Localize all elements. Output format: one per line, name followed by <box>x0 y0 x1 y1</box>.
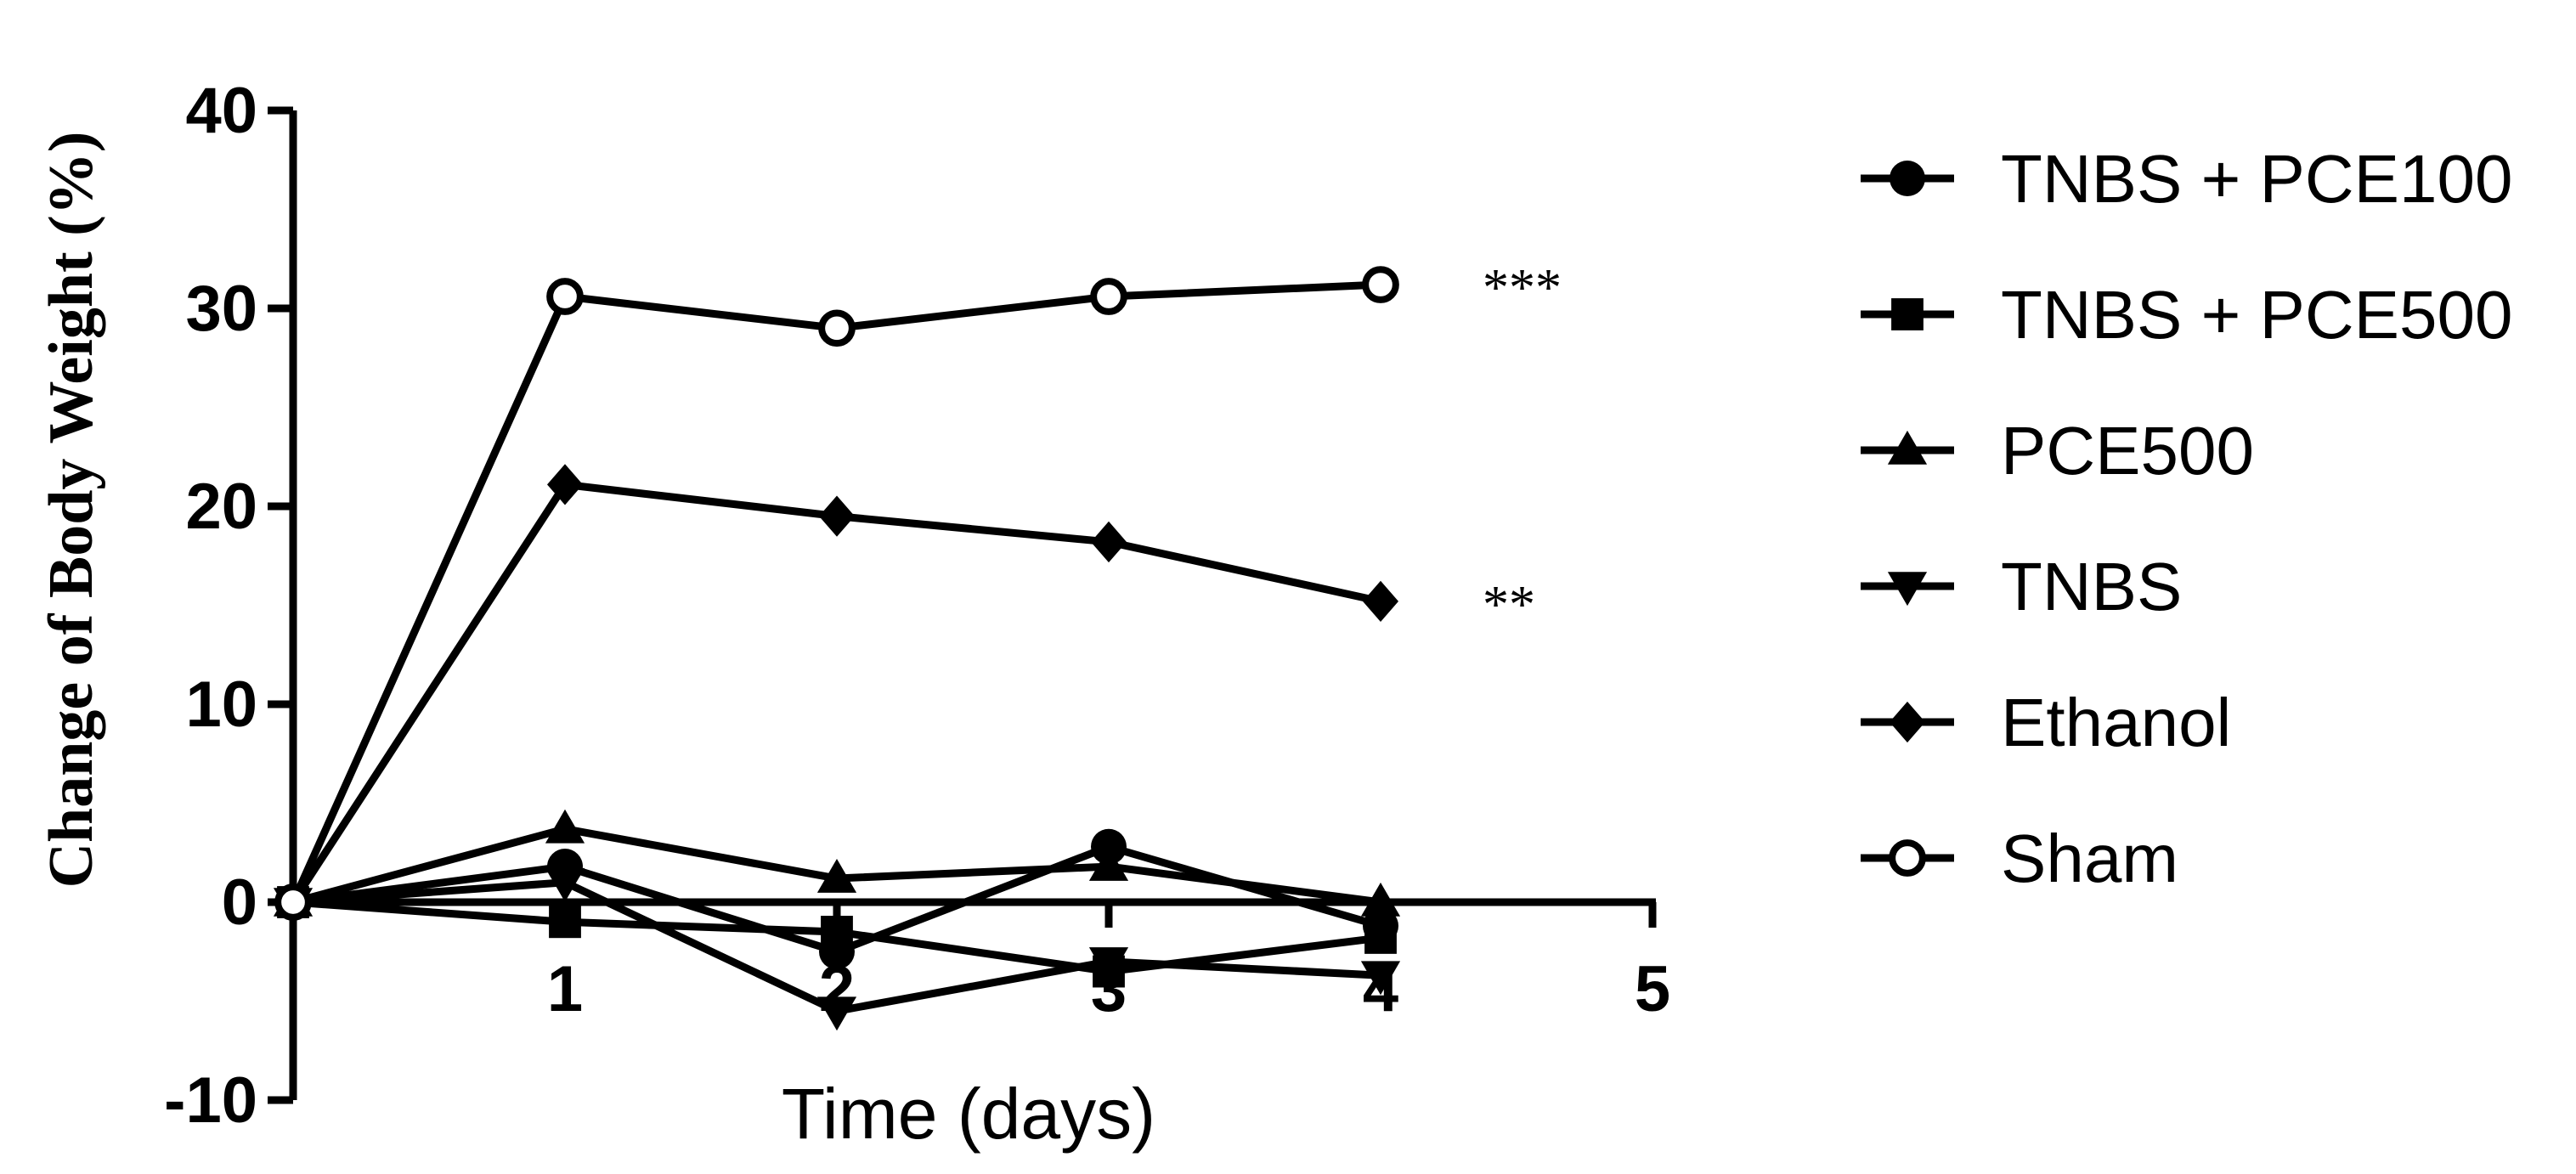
y-tick-label: 0 <box>222 866 257 939</box>
data-point-triangle-up <box>545 809 585 844</box>
legend-item: Ethanol <box>1861 685 2231 760</box>
data-point-filled-square <box>549 906 581 939</box>
legend-label: TNBS <box>2001 549 2182 624</box>
series-ethanol <box>275 464 1398 923</box>
y-tick-label: 40 <box>185 75 257 147</box>
data-point-triangle-up <box>1887 430 1928 465</box>
series-tnbs <box>273 867 1401 1031</box>
legend-label: TNBS + PCE500 <box>2001 277 2513 353</box>
x-axis-label: Time (days) <box>782 1074 1155 1154</box>
data-point-filled-square <box>821 916 853 948</box>
data-point-open-circle <box>1362 266 1399 303</box>
axes: -1001020304012345 <box>164 75 1670 1137</box>
data-point-triangle-up <box>1360 882 1401 917</box>
legend-label: TNBS + PCE100 <box>2001 141 2513 217</box>
data-point-filled-square <box>1364 922 1397 954</box>
legend-item: TNBS + PCE500 <box>1861 277 2513 353</box>
data-point-open-circle <box>546 278 584 315</box>
legend-label: PCE500 <box>2001 413 2254 488</box>
data-point-diamond <box>1890 701 1925 743</box>
data-point-diamond <box>1091 521 1127 563</box>
significance-annotation: *** <box>1483 259 1562 317</box>
data-point-filled-square <box>1891 298 1924 330</box>
data-point-open-circle <box>818 309 856 347</box>
legend-label: Ethanol <box>2001 685 2231 760</box>
series-line <box>289 280 1381 904</box>
legend-item: PCE500 <box>1861 413 2254 488</box>
data-point-triangle-down <box>1088 947 1129 981</box>
significance-annotation: ** <box>1483 576 1535 634</box>
data-point-triangle-down <box>1360 961 1401 996</box>
data-point-triangle-up <box>1088 846 1129 881</box>
y-tick-label: 30 <box>185 273 257 345</box>
data-point-triangle-down <box>1887 572 1928 607</box>
x-tick-label: 5 <box>1635 953 1670 1025</box>
y-axis-label: Change of Body Weight (%) <box>37 132 106 889</box>
x-tick-label: 1 <box>547 953 583 1025</box>
legend-item: Sham <box>1861 821 2178 896</box>
data-point-filled-circle <box>1091 828 1127 865</box>
data-point-triangle-down <box>816 996 857 1031</box>
data-point-diamond <box>819 495 855 537</box>
series-sham <box>274 266 1399 921</box>
y-tick-label: -10 <box>164 1064 257 1137</box>
legend-item: TNBS + PCE100 <box>1861 141 2513 217</box>
plot-area: ***** <box>273 259 1562 1031</box>
data-point-triangle-up <box>816 858 857 893</box>
data-point-diamond <box>1363 580 1398 622</box>
legend: TNBS + PCE100 TNBS + PCE500 PCE500 TNBS Etha… <box>1861 141 2513 896</box>
legend-label: Sham <box>2001 821 2178 896</box>
legend-item: TNBS <box>1861 549 2182 624</box>
data-point-diamond <box>547 464 583 505</box>
data-point-open-circle <box>1090 278 1127 315</box>
y-tick-label: 10 <box>185 669 257 741</box>
data-point-open-circle <box>1889 839 1926 877</box>
data-point-filled-circle <box>1890 161 1925 196</box>
data-point-open-circle <box>274 883 312 921</box>
data-point-triangle-down <box>545 867 585 902</box>
y-tick-label: 20 <box>185 471 257 543</box>
